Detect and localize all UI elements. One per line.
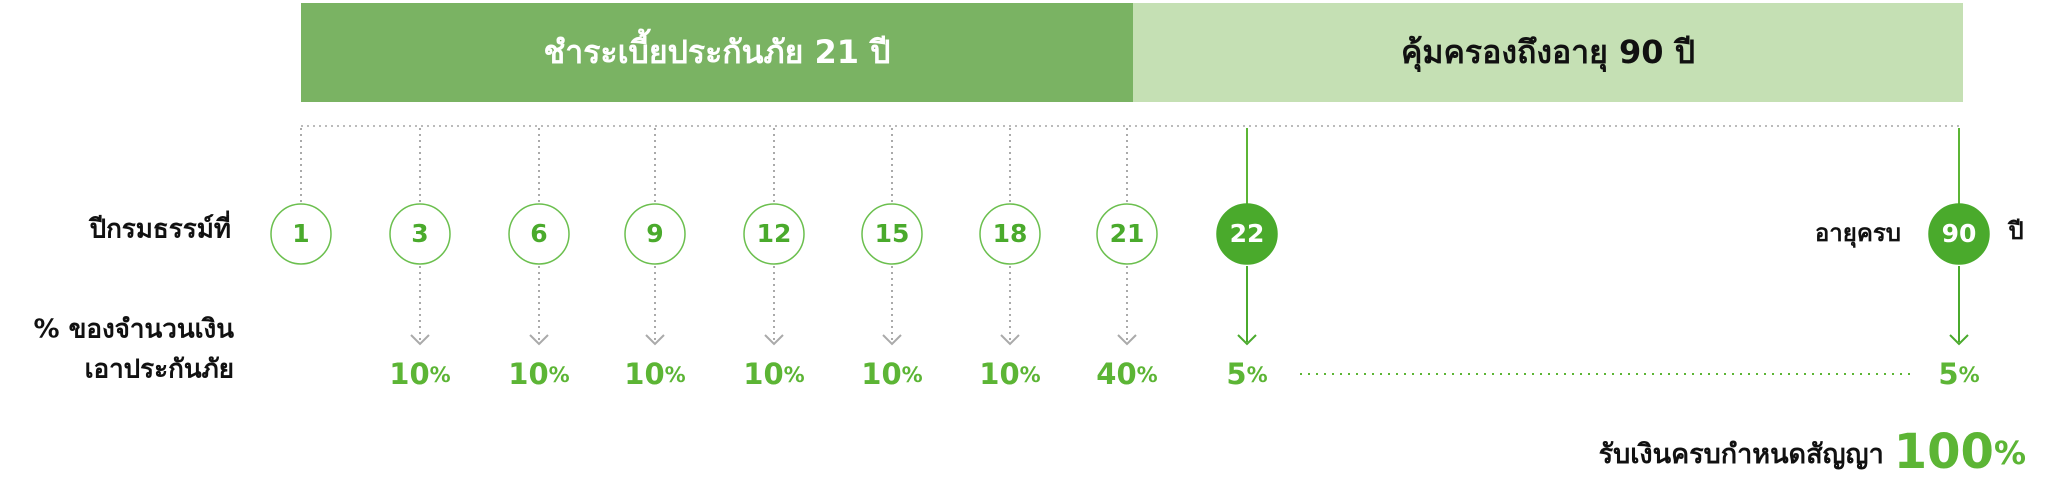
payout-value: 5 [1938, 357, 1958, 391]
final-value: 100 [1894, 424, 1994, 480]
payout-percent: 5% [1226, 357, 1267, 391]
payout-percent: 10% [508, 357, 569, 391]
percent-sign: % [665, 363, 686, 387]
arrow-head [1000, 334, 1020, 346]
final-payout: รับเงินครบกำหนดสัญญา 100% [1599, 424, 2026, 480]
year-number: 21 [1110, 219, 1145, 248]
year-number: 90 [1942, 219, 1977, 248]
payout-percent: 10% [743, 357, 804, 391]
payout-percent: 10% [389, 357, 450, 391]
year-circle [979, 203, 1041, 265]
percent-sign: % [1959, 363, 1980, 387]
payout-percent: 10% [624, 357, 685, 391]
percent-sign: % [1020, 363, 1041, 387]
arrow-head [1949, 334, 1969, 346]
payout-value: 10 [508, 357, 548, 391]
arrow-head [529, 334, 549, 346]
percent-sign: % [549, 363, 570, 387]
year-number: 15 [875, 219, 910, 248]
year-circle [1096, 203, 1158, 265]
year-circle [508, 203, 570, 265]
policy-year-label: ปีกรมธรรม์ที่ [89, 210, 231, 245]
percent-sign: % [1137, 363, 1158, 387]
year-number: 3 [411, 219, 428, 248]
year-circle [1216, 203, 1278, 265]
year-number: 6 [530, 219, 547, 248]
payment-title: ชำระเบี้ยประกันภัย 21 ปี [544, 28, 891, 71]
payout-value: 10 [979, 357, 1019, 391]
arrow-head [1237, 334, 1257, 346]
payout-value: 40 [1096, 357, 1136, 391]
payout-value: 5 [1226, 357, 1246, 391]
payout-value: 10 [389, 357, 429, 391]
payout-percent: 10% [861, 357, 922, 391]
arrow-head [882, 334, 902, 346]
percent-sign: % [430, 363, 451, 387]
final-label: รับเงินครบกำหนดสัญญา [1599, 439, 1884, 470]
year-circle [270, 203, 332, 265]
percent-sign: % [1994, 434, 2026, 472]
year-circle [624, 203, 686, 265]
year-circle [743, 203, 805, 265]
maturity-suffix: ปี [2007, 217, 2023, 245]
year-number: 12 [757, 219, 792, 248]
payout-percent: 10% [979, 357, 1040, 391]
payout-value: 10 [743, 357, 783, 391]
payout-label: % ของจำนวนเงิน [33, 315, 234, 345]
arrow-head [410, 334, 430, 346]
year-number: 9 [646, 219, 663, 248]
payout-percent: 5% [1938, 357, 1979, 391]
year-circle [1928, 203, 1990, 265]
year-number: 22 [1230, 219, 1265, 248]
arrow-head [764, 334, 784, 346]
year-circle [861, 203, 923, 265]
year-number: 18 [993, 219, 1028, 248]
coverage-title: คุ้มครองถึงอายุ 90 ปี [1401, 33, 1695, 73]
arrow-head [645, 334, 665, 346]
arrow-head [1117, 334, 1137, 346]
maturity-prefix: อายุครบ [1815, 219, 1901, 249]
payout-value: 10 [861, 357, 901, 391]
payout-value: 10 [624, 357, 664, 391]
coverage-bar [1133, 3, 1963, 102]
payout-percent: 40% [1096, 357, 1157, 391]
payout-label: เอาประกันภัย [85, 355, 234, 385]
year-circle [389, 203, 451, 265]
percent-sign: % [902, 363, 923, 387]
year-number: 1 [292, 219, 309, 248]
percent-sign: % [1247, 363, 1268, 387]
percent-sign: % [784, 363, 805, 387]
payment-bar [301, 3, 1133, 102]
